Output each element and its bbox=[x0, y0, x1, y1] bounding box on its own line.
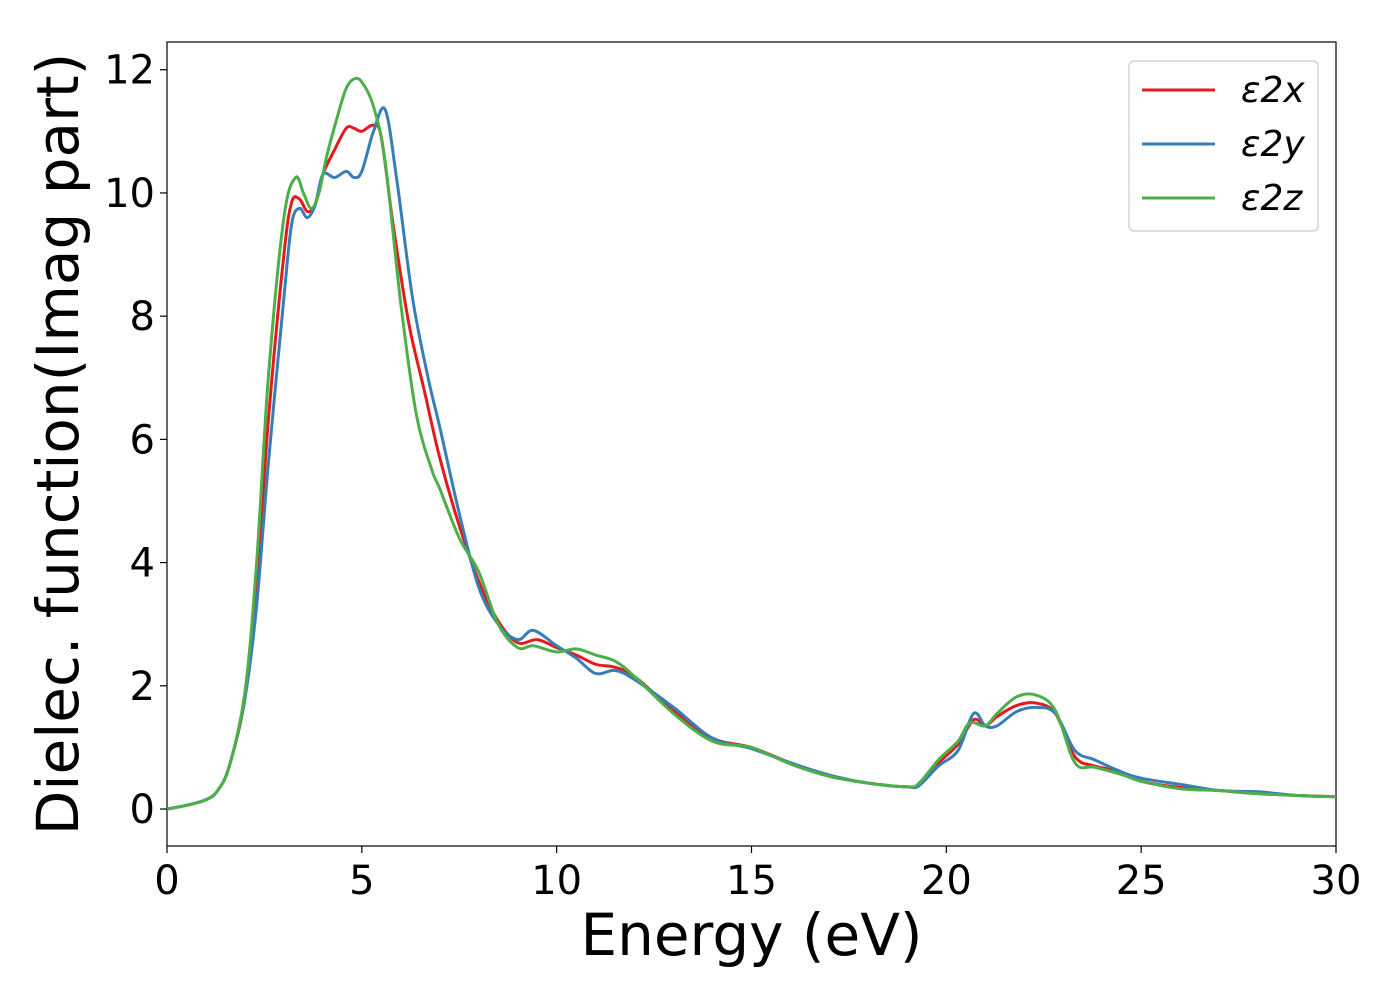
y-tick-label: 6 bbox=[130, 417, 155, 463]
x-tick-label: 10 bbox=[531, 858, 582, 904]
series-line-2 bbox=[167, 106, 1336, 811]
series-line-3 bbox=[167, 76, 1336, 811]
y-tick-label: 8 bbox=[130, 294, 155, 340]
x-tick-label: 20 bbox=[921, 858, 972, 904]
x-tick-label: 25 bbox=[1116, 858, 1167, 904]
y-tick-label: 0 bbox=[130, 787, 155, 833]
series-line-1 bbox=[167, 123, 1336, 811]
legend: ε2x ε2y ε2z bbox=[1128, 60, 1319, 232]
legend-label-2: ε2y bbox=[1241, 124, 1305, 165]
x-tick-label: 5 bbox=[349, 858, 374, 904]
legend-label-1: ε2x bbox=[1241, 70, 1305, 111]
legend-box bbox=[1128, 60, 1319, 232]
legend-label-3: ε2z bbox=[1241, 178, 1303, 219]
x-axis-label: Energy (eV) bbox=[580, 901, 922, 969]
y-tick-label: 4 bbox=[130, 541, 155, 587]
x-tick-label: 0 bbox=[154, 858, 179, 904]
y-axis-ticks: 0 2 4 6 8 10 12 bbox=[104, 48, 167, 833]
series-layer bbox=[167, 76, 1336, 811]
x-tick-label: 15 bbox=[726, 858, 777, 904]
y-tick-label: 2 bbox=[130, 664, 155, 710]
y-axis-label: Dielec. function(Imag part) bbox=[24, 53, 92, 836]
y-tick-label: 12 bbox=[104, 48, 155, 94]
y-tick-label: 10 bbox=[104, 171, 155, 217]
x-axis-ticks: 0 5 10 15 20 25 30 bbox=[154, 846, 1361, 904]
x-tick-label: 30 bbox=[1311, 858, 1362, 904]
